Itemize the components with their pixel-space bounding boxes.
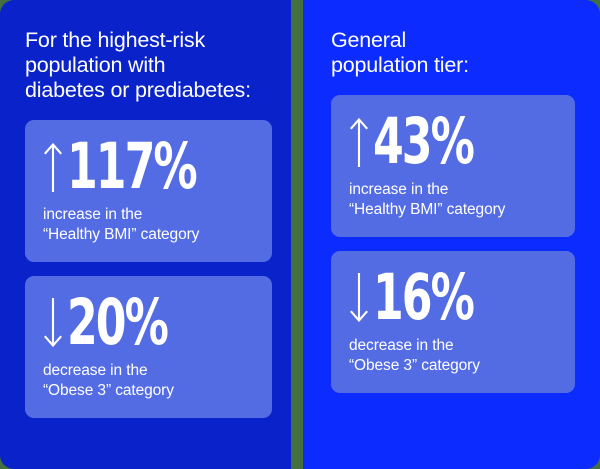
panel-divider — [291, 0, 303, 469]
stat-value: 16% — [373, 261, 475, 334]
panel-highest-risk: For the highest-risk population with dia… — [0, 0, 291, 469]
stat-card: 20% decrease in the “Obese 3” category — [25, 276, 272, 418]
arrow-down-icon — [43, 298, 63, 348]
arrow-down-icon — [349, 273, 369, 323]
stat-card: 117% increase in the “Healthy BMI” categ… — [25, 120, 272, 262]
arrow-up-icon — [349, 117, 369, 167]
stat-caption: decrease in the “Obese 3” category — [349, 337, 480, 374]
stat-card-list-general-population: 43% increase in the “Healthy BMI” catego… — [331, 95, 575, 393]
stat-value: 20% — [67, 286, 169, 359]
panel-general-population: General population tier: 43% increase in… — [303, 0, 600, 469]
panel-heading-highest-risk: For the highest-risk population with dia… — [25, 28, 251, 102]
stat-value: 117% — [67, 130, 198, 203]
stat-caption: decrease in the “Obese 3” category — [43, 362, 174, 399]
stat-value: 43% — [373, 105, 475, 178]
stat-figure: 117% — [43, 130, 254, 203]
stat-card-list-highest-risk: 117% increase in the “Healthy BMI” categ… — [25, 120, 272, 418]
stat-figure: 20% — [43, 286, 254, 359]
stat-caption: increase in the “Healthy BMI” category — [349, 181, 506, 218]
stat-caption: increase in the “Healthy BMI” category — [43, 206, 200, 243]
panel-heading-general-population: General population tier: — [331, 28, 469, 77]
stat-figure: 16% — [349, 261, 557, 334]
stat-card: 43% increase in the “Healthy BMI” catego… — [331, 95, 575, 237]
stat-figure: 43% — [349, 105, 557, 178]
stat-card: 16% decrease in the “Obese 3” category — [331, 251, 575, 393]
arrow-up-icon — [43, 142, 63, 192]
